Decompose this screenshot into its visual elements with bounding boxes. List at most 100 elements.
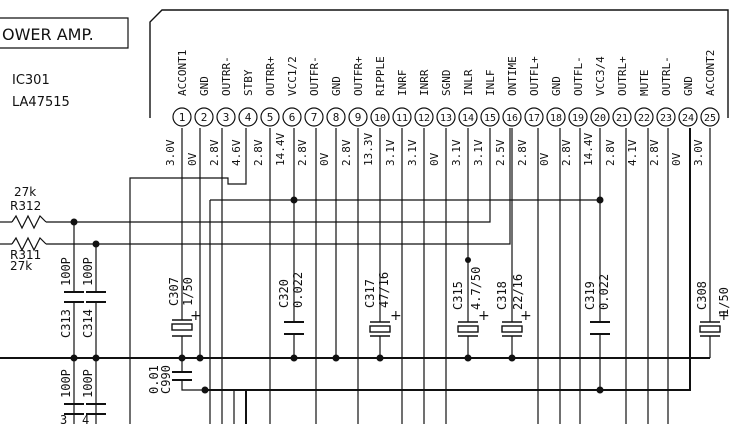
pin-circle	[656, 107, 676, 127]
pin-circle	[392, 107, 412, 127]
junction-dot	[92, 354, 100, 362]
c317-plus: +	[390, 308, 402, 324]
pin-circle	[414, 107, 434, 127]
wire-c990-bot	[181, 380, 205, 391]
resistors	[11, 214, 47, 252]
r311-value: 27k	[10, 259, 32, 273]
junction-dot	[201, 386, 209, 394]
r311-ref: R311	[10, 248, 41, 262]
r312-ref: R312	[10, 199, 41, 213]
pin-circle	[304, 107, 324, 127]
pin-voltage: 2.8V	[296, 139, 309, 166]
cap-c307	[171, 319, 193, 337]
pin-name: GND	[330, 76, 343, 96]
c990-value: 0.01	[147, 365, 161, 394]
pin-circle	[480, 107, 500, 127]
pin-name: OUTFL+	[528, 56, 541, 96]
pin-name: OUTRR+	[264, 56, 277, 96]
c319-ref: C319	[583, 281, 597, 310]
pin-voltage: 2.8V	[604, 139, 617, 166]
ic-part: LA47515	[12, 95, 70, 110]
pin-voltage: 0V	[186, 152, 199, 166]
resistor-r312	[11, 214, 47, 230]
r312-value: 27k	[14, 185, 36, 199]
caps-nonpolar	[64, 291, 610, 415]
pin-voltage: 3.1V	[450, 139, 463, 166]
junction-dot	[70, 218, 78, 226]
lower-left-partial-a: 3	[60, 413, 67, 424]
pin-name: GND	[682, 76, 695, 96]
pin-number: 19	[572, 113, 584, 124]
pin-number: 21	[616, 113, 628, 124]
pin-number: 4	[245, 111, 252, 124]
pin-voltage: 0V	[670, 152, 683, 166]
gnd-bus-lower	[205, 128, 691, 391]
c319-value: 0.022	[597, 274, 611, 310]
c307-value: 1/50	[181, 277, 195, 306]
pin-voltage: 3.0V	[692, 139, 705, 166]
pin-number: 18	[550, 113, 562, 124]
pin-number: 20	[594, 113, 606, 124]
pin-circle	[546, 107, 566, 127]
c320-ref: C320	[277, 279, 291, 308]
pin-circle	[348, 107, 368, 127]
wire-vcc	[293, 128, 601, 201]
junction-dot	[290, 196, 298, 204]
c318-plus: +	[520, 308, 532, 324]
c313-ref: C313	[59, 309, 73, 338]
caps-electrolytic	[171, 319, 721, 337]
cap-c315	[457, 321, 479, 337]
pin-circle	[370, 107, 390, 127]
pin-name: OUTRL+	[616, 56, 629, 96]
c307-ref: C307	[167, 277, 181, 306]
pin-voltage: 3.1V	[406, 139, 419, 166]
pin-voltage: 2.8V	[516, 139, 529, 166]
pin-circle	[216, 107, 236, 127]
junctions	[70, 196, 604, 394]
c314-value: 100P	[81, 257, 95, 286]
pin-number: 16	[506, 113, 518, 124]
junction-dot	[70, 354, 78, 362]
pin-voltage: 13.3V	[362, 133, 375, 166]
pin-name: ACCONT1	[176, 50, 189, 96]
pin-number: 5	[267, 111, 274, 124]
c-lower-a-value: 100P	[59, 369, 73, 398]
c308-ref: C308	[695, 281, 709, 310]
pin-name: ACCONT2	[704, 50, 717, 96]
pin-circle	[436, 107, 456, 127]
junction-dot	[465, 257, 471, 263]
pin-number: 2	[201, 111, 208, 124]
title-box: OWER AMP.	[0, 17, 129, 49]
pin-number: 12	[418, 113, 430, 124]
pin-name: OUTFR+	[352, 56, 365, 96]
pin-number: 13	[440, 113, 452, 124]
wire-stby	[129, 128, 247, 424]
pin-voltage: 2.8V	[252, 139, 265, 166]
pin-number: 15	[484, 113, 496, 124]
pin-number: 9	[355, 111, 362, 124]
pin-voltage: 14.4V	[582, 133, 595, 166]
pin-voltage: 0V	[318, 152, 331, 166]
pin-circle	[282, 107, 302, 127]
pin-name: INLF	[484, 70, 497, 97]
c307-plus: +	[190, 308, 202, 324]
wire-r312-out	[46, 128, 491, 223]
pin-name: GND	[550, 76, 563, 96]
junction-dot	[92, 240, 100, 248]
pin-number: 10	[374, 113, 386, 124]
pin-circle	[502, 107, 522, 127]
c990-ref: C990	[159, 365, 173, 394]
pin-name: GND	[198, 76, 211, 96]
pin-number: 7	[311, 111, 318, 124]
pin-voltage: 0V	[538, 152, 551, 166]
pin-number: 14	[462, 113, 474, 124]
cap-c308	[699, 321, 721, 337]
pin-voltage: 2.8V	[560, 139, 573, 166]
pin-name: INRR	[418, 69, 431, 96]
pin-circle	[524, 107, 544, 127]
pin-circle	[568, 107, 588, 127]
pin-circle	[458, 107, 478, 127]
pin-name: MUTE	[638, 70, 651, 97]
pin-name: INLR	[462, 69, 475, 96]
pin-voltage: 2.8V	[340, 139, 353, 166]
